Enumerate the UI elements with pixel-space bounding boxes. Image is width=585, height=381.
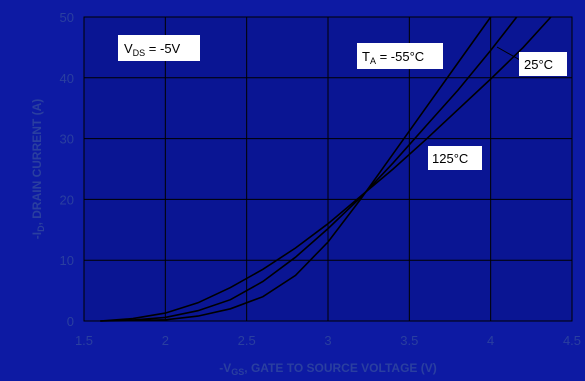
label-125c: 125°C: [428, 146, 482, 170]
svg-text:125°C: 125°C: [432, 151, 468, 166]
series-line-0: [100, 16, 492, 322]
x-tick-labels: 1.5 2 2.5 3 3.5 4 4.5: [75, 333, 581, 348]
x-tick-label: 2: [162, 333, 169, 348]
y-tick-label: 30: [60, 132, 74, 147]
y-tick-label: 20: [60, 192, 74, 207]
y-axis-title: -ID, DRAIN CURRENT (A): [30, 99, 46, 240]
x-tick-label: 4: [487, 333, 494, 348]
series-line-2: [100, 16, 552, 322]
label-25c-leader: [496, 46, 521, 61]
x-tick-label: 3: [324, 333, 331, 348]
y-tick-label: 0: [67, 314, 74, 329]
x-tick-label: 1.5: [75, 333, 93, 348]
x-tick-label: 3.5: [400, 333, 418, 348]
curves: [100, 16, 552, 322]
x-tick-label: 2.5: [238, 333, 256, 348]
svg-text:TA = -55°C: TA = -55°C: [362, 49, 424, 66]
y-tick-label: 50: [60, 10, 74, 25]
x-tick-label: 4.5: [563, 333, 581, 348]
vds-condition-label: VDS = -5V: [118, 35, 200, 61]
label-25c: 25°C: [496, 46, 567, 76]
ta-label: TA = -55°C: [357, 43, 443, 69]
series-line-1: [100, 16, 518, 322]
svg-text:25°C: 25°C: [524, 57, 553, 72]
y-tick-labels: 0 10 20 30 40 50: [60, 10, 74, 329]
svg-text:VDS = -5V: VDS = -5V: [124, 41, 181, 58]
x-axis-title: -VGS, GATE TO SOURCE VOLTAGE (V): [219, 361, 436, 377]
y-tick-label: 40: [60, 71, 74, 86]
y-tick-label: 10: [60, 253, 74, 268]
